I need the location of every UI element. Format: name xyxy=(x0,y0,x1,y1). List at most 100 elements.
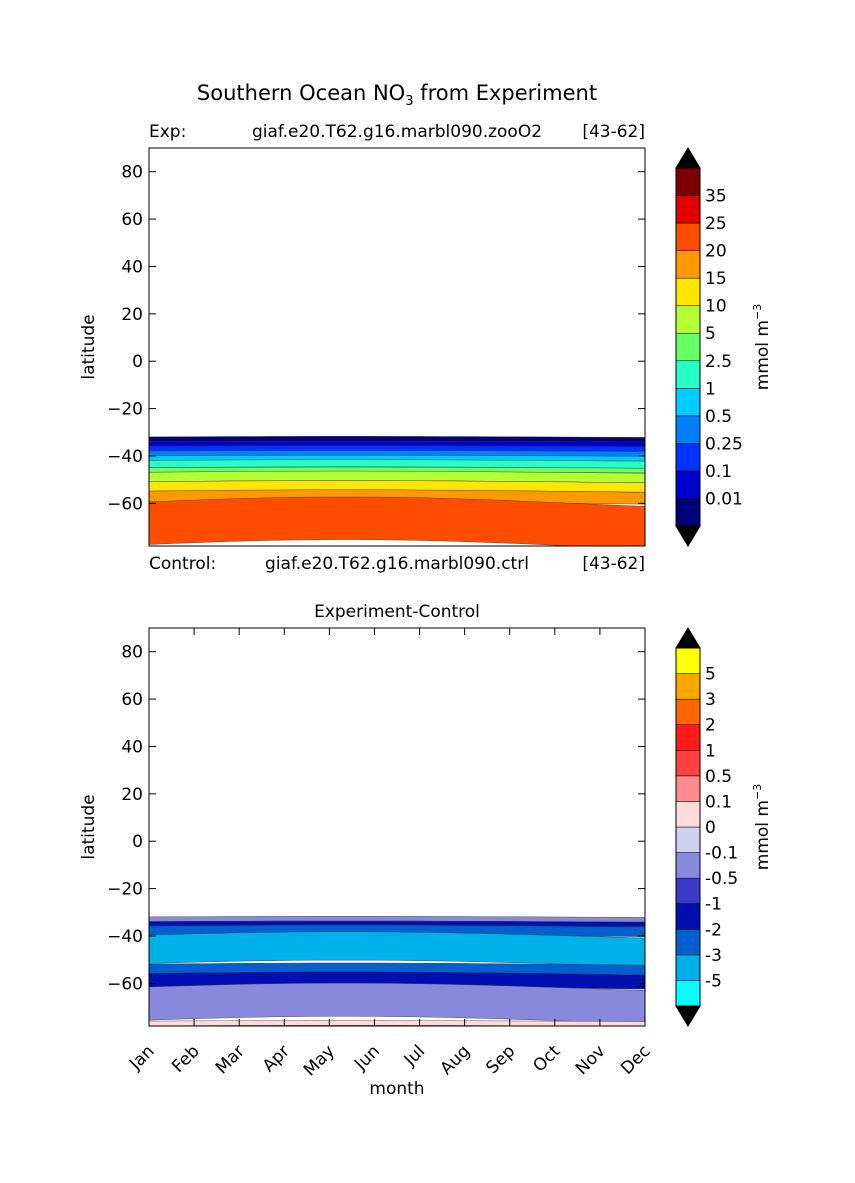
diff-ytick-label-6: −40 xyxy=(107,927,143,947)
exp-ytick-label-1: 60 xyxy=(121,210,143,230)
exp-colorbar-tick-label-0: 0.01 xyxy=(705,489,743,509)
diff-xtick-label-5: Jun xyxy=(350,1041,384,1075)
diff-colorbar-tick-label-4: -0.5 xyxy=(705,869,738,889)
diff-x-axis-label: month xyxy=(369,1079,424,1099)
diff-colorbar-tick-label-12: 5 xyxy=(705,665,716,685)
diff-colorbar-frame xyxy=(675,647,701,1007)
diff-xtick-label-7: Aug xyxy=(437,1041,475,1079)
diff-xtick-label-9: Oct xyxy=(529,1041,564,1076)
diff-ytick-label-7: −60 xyxy=(107,974,143,994)
title-main: Southern Ocean NO xyxy=(197,81,405,105)
diff-xtick-label-11: Dec xyxy=(617,1041,654,1078)
diff-ytick-label-2: 40 xyxy=(121,737,143,757)
exp-colorbar-tick-label-8: 15 xyxy=(705,269,727,289)
diff-ytick-label-3: 20 xyxy=(121,785,143,805)
exp-colorbar-tick-label-7: 10 xyxy=(705,297,727,317)
diff-y-axis-label: latitude xyxy=(79,794,99,859)
diff-colorbar-segment-6 xyxy=(675,826,701,853)
exp-colorbar-tick-label-3: 0.5 xyxy=(705,407,732,427)
diff-xtick-label-10: Nov xyxy=(572,1041,610,1079)
title-subscript: 3 xyxy=(405,94,413,109)
diff-colorbar: -5 -3 -2 -1 -0.5 -0.1 0 0.1 0.5 1 2 3 5 xyxy=(675,627,738,1027)
exp-colorbar-segment-7 xyxy=(675,305,701,334)
exp-colorbar-segment-1 xyxy=(675,470,701,499)
diff-colorbar-tick-label-10: 2 xyxy=(705,716,716,736)
exp-header-center: giaf.e20.T62.g16.marbl090.zooO2 xyxy=(252,122,542,142)
diff-colorbar-tick-label-1: -3 xyxy=(705,946,722,966)
exp-ytick-label-4: 0 xyxy=(132,352,143,372)
exp-colorbar-segment-6 xyxy=(675,332,701,362)
exp-colorbar-tick-label-5: 2.5 xyxy=(705,352,732,372)
exp-colorbar-tick-label-10: 25 xyxy=(705,214,727,234)
diff-ytick-label-4: 0 xyxy=(132,832,143,852)
diff-title: Experiment-Control xyxy=(314,602,480,622)
exp-colorbar-frame xyxy=(675,167,701,527)
exp-colorbar-segment-9 xyxy=(675,250,701,279)
exp-colorbar: 0.01 0.1 0.25 0.5 1 2.5 5 10 15 20 25 35 xyxy=(675,147,743,547)
diff-colorbar-label-text: mmol m xyxy=(753,800,773,870)
exp-colorbar-segment-2 xyxy=(675,443,701,472)
diff-colorbar-tick-label-5: -0.1 xyxy=(705,844,738,864)
exp-colorbar-segment-11 xyxy=(675,195,701,224)
diff-colorbar-segment-2 xyxy=(675,929,701,956)
diff-ytick-label-5: −20 xyxy=(107,880,143,900)
diff-plot-frame xyxy=(148,627,646,1027)
exp-colorbar-tick-label-9: 20 xyxy=(705,242,727,262)
exp-colorbar-label: mmol m−3 xyxy=(751,304,773,390)
exp-ytick-label-7: −60 xyxy=(107,494,143,514)
exp-footer-right: [43-62] xyxy=(582,554,645,574)
diff-colorbar-tick-label-7: 0.1 xyxy=(705,792,732,812)
exp-y-axis: 80 60 40 20 0 −20 −40 −60 xyxy=(107,163,645,514)
exp-band-5 xyxy=(149,459,645,469)
diff-ytick-label-0: 80 xyxy=(121,643,143,663)
diff-colorbar-tick-label-3: -1 xyxy=(705,895,722,915)
exp-ytick-label-2: 40 xyxy=(121,257,143,277)
diff-xtick-label-6: Jul xyxy=(400,1041,429,1070)
diff-colorbar-label: mmol m−3 xyxy=(751,784,773,870)
exp-colorbar-segment-8 xyxy=(675,277,701,306)
diff-colorbar-segment-10 xyxy=(675,724,701,751)
exp-plot-frame xyxy=(148,147,646,547)
diff-colorbar-tick-label-11: 3 xyxy=(705,690,716,710)
exp-footer-center: giaf.e20.T62.g16.marbl090.ctrl xyxy=(265,554,529,574)
exp-colorbar-tick-label-1: 0.1 xyxy=(705,462,732,482)
diff-colorbar-segment-11 xyxy=(675,698,701,725)
diff-plot-area xyxy=(149,628,645,1026)
diff-colorbar-segment-0 xyxy=(675,980,701,1007)
diff-band-6 xyxy=(149,982,645,1024)
exp-ytick-label-6: −40 xyxy=(107,447,143,467)
diff-colorbar-tick-label-6: 0 xyxy=(705,818,716,838)
diff-xtick-label-3: Apr xyxy=(259,1041,294,1076)
diff-colorbar-segment-5 xyxy=(675,852,701,879)
exp-ytick-label-3: 20 xyxy=(121,305,143,325)
diff-xtick-label-8: Sep xyxy=(482,1041,519,1078)
diff-colorbar-extend-high xyxy=(675,627,701,649)
exp-colorbar-label-text: mmol m xyxy=(753,320,773,390)
diff-band-7 xyxy=(149,1020,645,1026)
diff-colorbar-extend-low xyxy=(675,1005,701,1027)
diff-xtick-label-4: May xyxy=(300,1041,339,1080)
exp-colorbar-segment-12 xyxy=(675,167,701,196)
exp-colorbar-segment-5 xyxy=(675,360,701,389)
title-rest: from Experiment xyxy=(414,81,598,105)
exp-band-10 xyxy=(149,496,645,546)
exp-ytick-label-0: 80 xyxy=(121,163,143,183)
diff-colorbar-label-sup: −3 xyxy=(751,784,764,800)
exp-colorbar-extend-high xyxy=(675,147,701,169)
exp-y-axis-label: latitude xyxy=(79,314,99,379)
diff-ytick-label-1: 60 xyxy=(121,690,143,710)
exp-footer-left: Control: xyxy=(149,554,216,574)
diff-colorbar-segment-13 xyxy=(675,647,701,674)
figure-title: Southern Ocean NO3 from Experiment xyxy=(197,81,597,109)
diff-colorbar-tick-label-2: -2 xyxy=(705,920,722,940)
diff-colorbar-segment-1 xyxy=(675,954,701,981)
exp-colorbar-label-sup: −3 xyxy=(751,304,764,320)
diff-xtick-label-2: Mar xyxy=(212,1041,249,1078)
exp-colorbar-segment-10 xyxy=(675,222,701,251)
diff-colorbar-segment-3 xyxy=(675,903,701,930)
exp-colorbar-extend-low xyxy=(675,525,701,547)
exp-contour-bands xyxy=(149,436,645,546)
exp-colorbar-segment-3 xyxy=(675,415,701,444)
